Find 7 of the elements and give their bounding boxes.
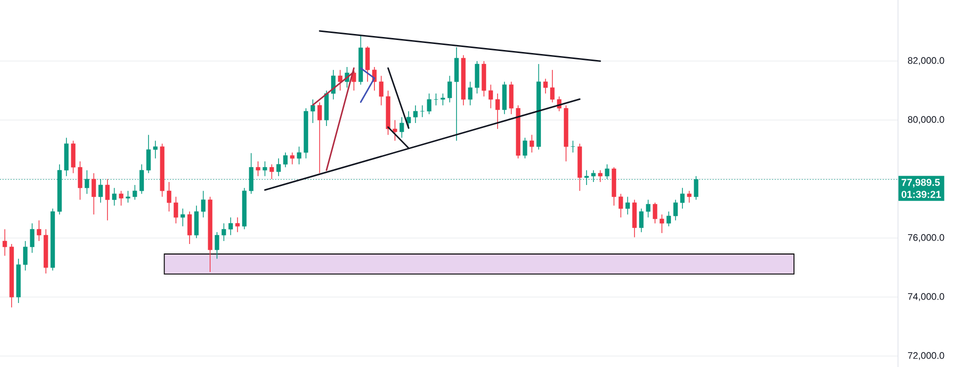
text: 01:39:21 (902, 190, 941, 198)
y-tick-label: 82,000.0 (908, 57, 944, 65)
y-tick-label: 76,000.0 (908, 234, 944, 242)
y-tick-label: 72,000.0 (908, 352, 944, 360)
y-tick-label: 74,000.0 (908, 293, 944, 302)
ref-line-label: 77,989.5 (902, 178, 940, 188)
y-tick-label: 80,000.0 (908, 116, 944, 124)
